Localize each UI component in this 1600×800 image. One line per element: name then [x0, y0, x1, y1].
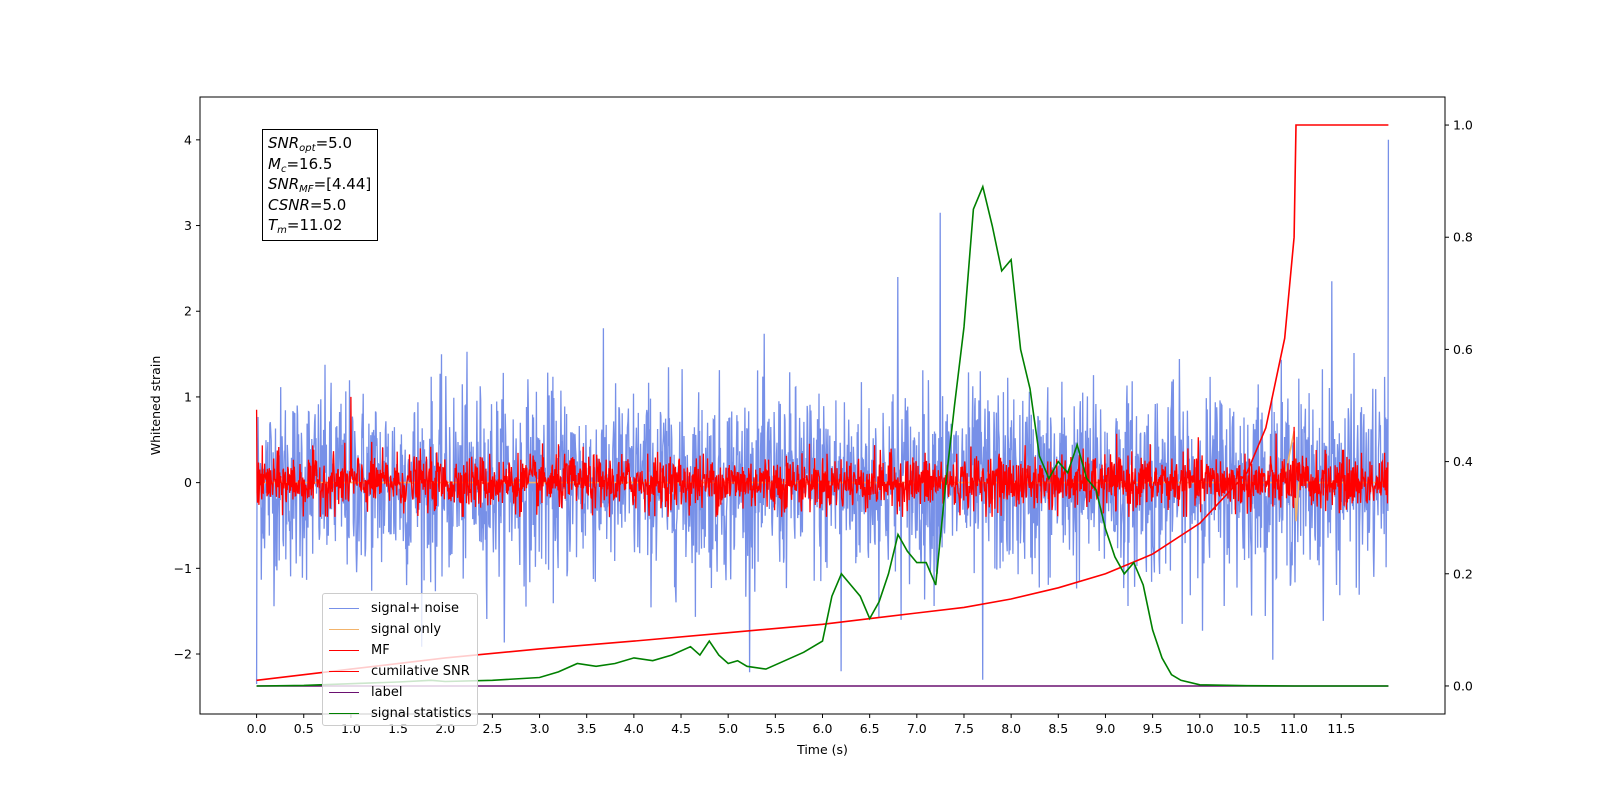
y2-tick-label: 0.6 — [1453, 342, 1473, 357]
legend-swatch — [329, 650, 359, 651]
legend-swatch — [329, 692, 359, 693]
x-tick-label: 8.5 — [1048, 721, 1068, 736]
legend-swatch — [329, 629, 359, 630]
legend-swatch — [329, 713, 359, 714]
x-tick-label: 8.0 — [1001, 721, 1021, 736]
legend-item-cumilative-snr: cumilative SNR — [329, 661, 470, 682]
legend-label: MF — [371, 643, 390, 658]
x-tick-label: 3.0 — [530, 721, 550, 736]
annotation-tm: Tm=11.02 — [268, 216, 343, 236]
y2-tick-label: 0.2 — [1453, 566, 1473, 581]
legend-label: label — [371, 685, 403, 700]
y-tick-label: −1 — [174, 561, 192, 576]
x-tick-label: 4.5 — [671, 721, 691, 736]
legend-swatch — [329, 608, 359, 609]
x-tick-label: 6.5 — [860, 721, 880, 736]
legend-label: signal statistics — [371, 706, 472, 721]
x-tick-label: 5.0 — [718, 721, 738, 736]
annotation-mc: Mc=16.5 — [268, 154, 333, 175]
y-tick-label: 0 — [184, 475, 192, 490]
annotation-box: SNRopt=5.0 Mc=16.5 SNRMF=[4.44] CSNR=5.0… — [262, 129, 379, 241]
x-tick-label: 7.0 — [907, 721, 927, 736]
y2-tick-label: 0.0 — [1453, 678, 1473, 693]
legend: signal+ noise signal only MF cumilative SNR… — [322, 593, 478, 726]
legend-item-signal-statistics: signal statistics — [329, 703, 472, 724]
x-tick-label: 6.0 — [813, 721, 833, 736]
y-tick-label: 4 — [184, 132, 192, 147]
y-tick-label: 1 — [184, 389, 192, 404]
x-tick-label: 9.0 — [1096, 721, 1116, 736]
legend-item-signal-noise: signal+ noise — [329, 598, 459, 619]
x-tick-label: 0.5 — [294, 721, 314, 736]
x-tick-label: 11.5 — [1327, 721, 1355, 736]
y-axis-label: Whitened strain — [148, 356, 163, 455]
y-tick-label: 2 — [184, 304, 192, 319]
axes: 0.0 0.5 1.0 1.5 2.0 2.5 3.0 3.5 4.0 4.5 5.0 5.5 6.0 6… — [174, 96, 1473, 736]
y2-tick-label: 0.8 — [1453, 230, 1473, 245]
legend-label: cumilative SNR — [371, 664, 470, 679]
x-tick-label: 9.5 — [1143, 721, 1163, 736]
legend-item-label: label — [329, 682, 402, 703]
y2-tick-label: 0.4 — [1453, 454, 1473, 469]
annotation-csnr: CSNR=5.0 — [268, 195, 347, 214]
annotation-snr-mf: SNRMF=[4.44] — [268, 175, 372, 195]
x-tick-label: 5.5 — [765, 721, 785, 736]
x-tick-label: 0.0 — [247, 721, 267, 736]
annotation-snr-opt: SNRopt=5.0 — [268, 134, 352, 154]
legend-swatch — [329, 671, 359, 672]
legend-item-mf: MF — [329, 640, 390, 661]
x-tick-label: 11.0 — [1280, 721, 1308, 736]
series-mf — [255, 396, 1389, 517]
y-tick-label: 3 — [184, 218, 192, 233]
legend-label: signal+ noise — [371, 601, 460, 616]
y2-tick-label: 1.0 — [1453, 118, 1473, 133]
series-cumilative-snr — [256, 124, 1389, 682]
y-tick-label: −2 — [174, 647, 192, 662]
legend-label: signal only — [371, 622, 442, 637]
x-axis-label: Time (s) — [796, 742, 848, 757]
x-tick-label: 10.0 — [1186, 721, 1214, 736]
x-tick-label: 7.5 — [954, 721, 974, 736]
x-tick-label: 2.5 — [482, 721, 502, 736]
x-tick-label: 10.5 — [1233, 721, 1261, 736]
x-tick-label: 3.5 — [577, 721, 597, 736]
series-signal-statistics — [256, 184, 1389, 687]
x-tick-label: 4.0 — [624, 721, 644, 736]
legend-item-signal-only: signal only — [329, 619, 441, 640]
